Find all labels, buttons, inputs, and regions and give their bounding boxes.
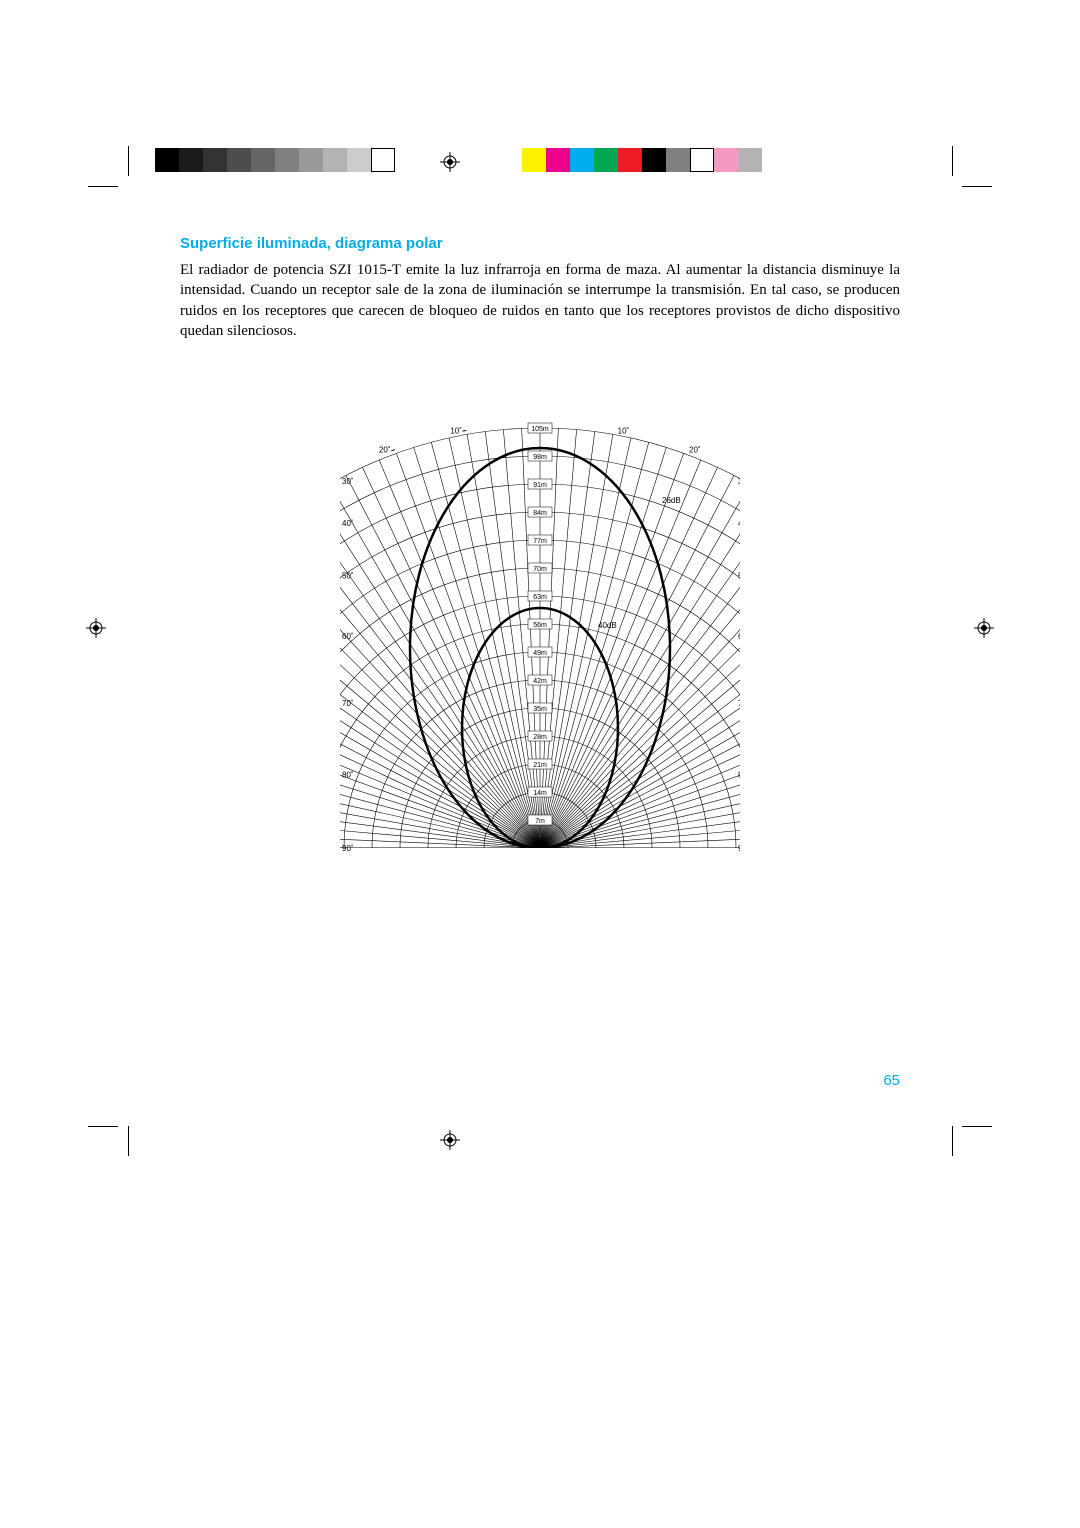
crop-mark: [952, 146, 953, 176]
svg-text:70˚: 70˚: [342, 699, 354, 708]
svg-text:14m: 14m: [533, 790, 547, 797]
svg-text:70˚: 70˚: [738, 699, 740, 708]
svg-text:60˚: 60˚: [342, 632, 354, 641]
color-swatch: [227, 148, 251, 172]
color-swatch: [690, 148, 714, 172]
svg-text:70m: 70m: [533, 566, 547, 573]
color-swatch: [618, 148, 642, 172]
section-heading: Superficie iluminada, diagrama polar: [180, 235, 900, 252]
svg-text:28m: 28m: [533, 734, 547, 741]
svg-text:30˚: 30˚: [342, 477, 354, 486]
page-number: 65: [883, 1072, 900, 1089]
crop-mark: [952, 1126, 953, 1156]
svg-text:98m: 98m: [533, 454, 547, 461]
svg-text:40dB: 40dB: [598, 621, 617, 630]
color-swatch: [347, 148, 371, 172]
svg-text:10˚: 10˚: [450, 426, 462, 435]
registration-mark-icon: [974, 618, 994, 638]
crop-mark: [962, 186, 992, 187]
color-swatch: [642, 148, 666, 172]
svg-text:30˚: 30˚: [738, 477, 740, 486]
svg-text:21m: 21m: [533, 762, 547, 769]
crop-mark: [88, 1126, 118, 1127]
svg-text:63m: 63m: [533, 594, 547, 601]
color-swatch: [666, 148, 690, 172]
color-swatch: [738, 148, 762, 172]
registration-mark-icon: [440, 152, 460, 172]
registration-mark-icon: [86, 618, 106, 638]
svg-text:50˚: 50˚: [342, 571, 354, 580]
svg-text:10˚: 10˚: [618, 426, 630, 435]
polar-diagram: 26dB 40dB 10˚ 10˚ 20˚ 20˚ 30˚ 30˚ 40˚ 40˚ 50˚ 50˚ 60…: [340, 418, 740, 868]
color-swatch: [371, 148, 395, 172]
svg-text:105m: 105m: [531, 426, 549, 433]
svg-text:77m: 77m: [533, 538, 547, 545]
svg-text:50˚: 50˚: [738, 571, 740, 580]
color-swatch: [203, 148, 227, 172]
color-swatch: [546, 148, 570, 172]
svg-text:40˚: 40˚: [738, 519, 740, 528]
svg-text:91m: 91m: [533, 482, 547, 489]
svg-text:42m: 42m: [533, 678, 547, 685]
color-swatch: [323, 148, 347, 172]
color-swatch: [179, 148, 203, 172]
svg-text:84m: 84m: [533, 510, 547, 517]
svg-text:7m: 7m: [535, 818, 545, 825]
svg-text:40˚: 40˚: [342, 519, 354, 528]
color-swatch: [251, 148, 275, 172]
svg-text:80˚: 80˚: [738, 770, 740, 779]
svg-text:90˚: 90˚: [738, 844, 740, 853]
svg-text:56m: 56m: [533, 622, 547, 629]
color-bar-grayscale: [155, 148, 395, 172]
svg-text:60˚: 60˚: [738, 632, 740, 641]
svg-text:26dB: 26dB: [662, 496, 681, 505]
color-swatch: [299, 148, 323, 172]
registration-mark-icon: [440, 1130, 460, 1150]
svg-text:35m: 35m: [533, 706, 547, 713]
color-swatch: [594, 148, 618, 172]
crop-mark: [128, 1126, 129, 1156]
color-swatch: [155, 148, 179, 172]
color-swatch: [275, 148, 299, 172]
color-swatch: [522, 148, 546, 172]
crop-mark: [128, 146, 129, 176]
svg-text:80˚: 80˚: [342, 770, 354, 779]
crop-mark: [962, 1126, 992, 1127]
crop-mark: [88, 186, 118, 187]
color-swatch: [714, 148, 738, 172]
color-bar-process: [522, 148, 762, 172]
svg-text:20˚: 20˚: [689, 446, 701, 455]
svg-text:90˚: 90˚: [342, 844, 354, 853]
color-swatch: [570, 148, 594, 172]
svg-text:20˚: 20˚: [379, 446, 391, 455]
page-content: Superficie iluminada, diagrama polar El …: [180, 235, 900, 341]
svg-text:49m: 49m: [533, 650, 547, 657]
body-paragraph: El radiador de potencia SZI 1015-T emite…: [180, 260, 900, 341]
